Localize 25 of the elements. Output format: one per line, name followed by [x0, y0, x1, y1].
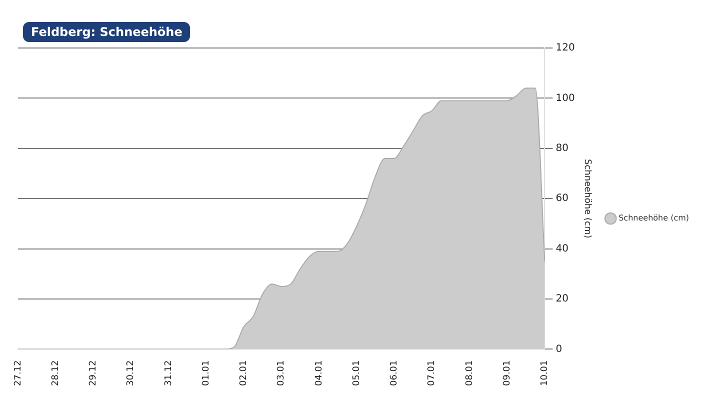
x-tick-label: 06.01: [390, 360, 400, 386]
x-tick-label: 07.01: [427, 360, 438, 386]
x-tick-label: 04.01: [314, 360, 324, 386]
x-tick-label: 03.01: [276, 360, 287, 386]
x-tick-label: 10.01: [540, 360, 550, 386]
y-tick-label: 80: [556, 143, 568, 154]
x-tick-label: 05.01: [352, 360, 362, 386]
x-tick-label: 29.12: [88, 360, 99, 386]
x-tick-label: 02.01: [239, 360, 250, 386]
x-tick-label: 09.01: [502, 360, 512, 386]
y-tick-label: 60: [556, 193, 568, 204]
x-tick-label: 28.12: [50, 360, 61, 386]
y-tick-label: 100: [556, 92, 575, 104]
x-tick-label: 30.12: [126, 360, 136, 386]
y-tick-label: 120: [556, 42, 575, 54]
y-tick-label: 40: [556, 243, 568, 254]
legend-label: Schneehöhe (cm): [618, 214, 690, 223]
x-tick-label: 31.12: [164, 360, 174, 386]
y-axis-title: Schneehöhe (cm): [582, 159, 592, 238]
x-tick-label: 08.01: [464, 360, 475, 386]
chart-title: Feldberg: Schneehöhe: [23, 22, 190, 42]
x-tick-label: 27.12: [13, 360, 24, 386]
y-tick-label: 0: [556, 344, 562, 355]
y-tick-label: 20: [556, 294, 568, 305]
x-tick-label: 01.01: [201, 360, 212, 386]
